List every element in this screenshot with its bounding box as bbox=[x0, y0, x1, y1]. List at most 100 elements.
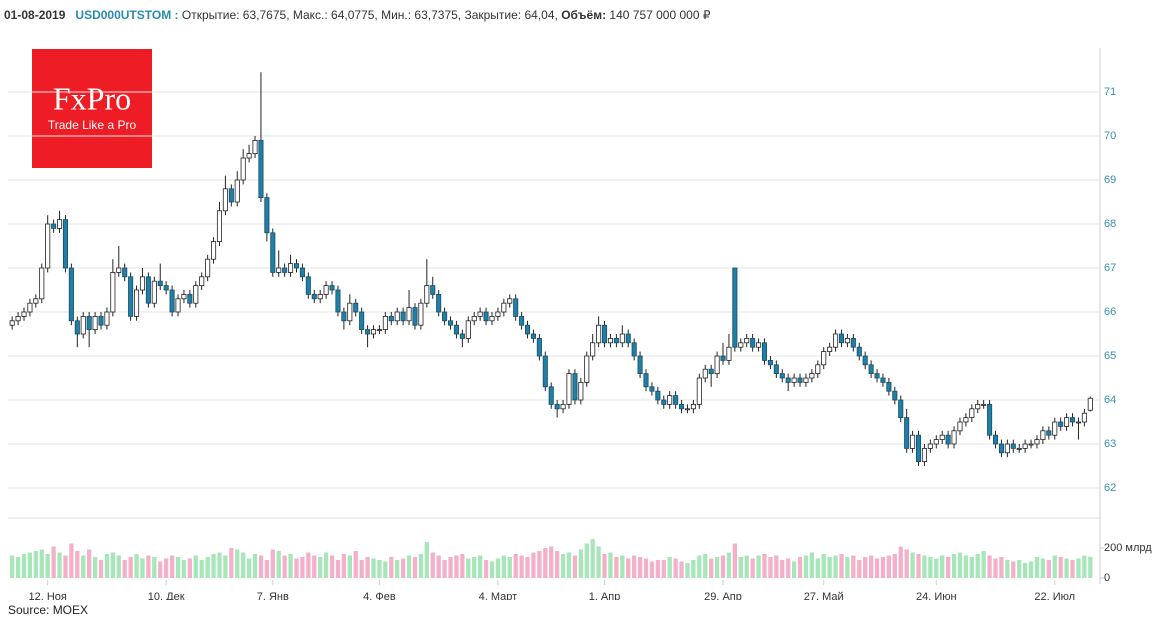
volume-bar bbox=[1070, 560, 1075, 578]
volume-bar bbox=[845, 557, 850, 578]
volume-bar bbox=[353, 551, 358, 578]
candle-body bbox=[1046, 430, 1052, 436]
volume-bar bbox=[957, 552, 963, 578]
candle-body bbox=[365, 329, 371, 335]
volume-value: 140 757 000 000 ₽ bbox=[609, 8, 711, 22]
candle-body bbox=[258, 139, 264, 198]
volume-bar bbox=[857, 560, 862, 578]
candle-body bbox=[767, 359, 773, 366]
volume-bar bbox=[246, 558, 252, 578]
candle-body bbox=[915, 434, 922, 463]
volume-bar bbox=[347, 555, 352, 578]
volume-bar bbox=[258, 555, 264, 578]
candle-body bbox=[519, 315, 525, 326]
volume-bar bbox=[199, 560, 204, 578]
volume-bar bbox=[495, 558, 501, 578]
volume-bar bbox=[969, 557, 974, 578]
volume-bar bbox=[993, 558, 998, 578]
volume-bar bbox=[892, 554, 897, 578]
volume-bar bbox=[1017, 560, 1022, 578]
volume-bar bbox=[774, 555, 779, 578]
volume-bar bbox=[602, 554, 607, 578]
candle-body bbox=[436, 293, 442, 313]
volume-bar bbox=[294, 558, 299, 578]
candle-body bbox=[276, 267, 282, 273]
volume-bar bbox=[33, 551, 38, 578]
volume-label: Объём: bbox=[561, 8, 607, 22]
volume-bar bbox=[726, 552, 732, 578]
candle-body bbox=[1028, 443, 1034, 446]
candle-body bbox=[898, 399, 904, 419]
volume-bar bbox=[164, 558, 169, 578]
volume-bar bbox=[833, 555, 838, 578]
candle-body bbox=[868, 364, 874, 374]
candle-body bbox=[513, 298, 519, 317]
candle-body bbox=[791, 377, 797, 383]
candle-body bbox=[720, 355, 726, 361]
candle-body bbox=[921, 447, 927, 462]
candle-body bbox=[667, 395, 673, 405]
candle-body bbox=[128, 276, 134, 317]
x-tick-label: 12. Ноя bbox=[29, 591, 67, 600]
volume-bar bbox=[329, 555, 335, 578]
volume-bar bbox=[270, 549, 275, 578]
y-tick-label: 71 bbox=[1104, 86, 1116, 98]
candle-body bbox=[376, 329, 382, 332]
volume-bar bbox=[442, 560, 447, 578]
volume-bar bbox=[637, 557, 643, 578]
candle-body bbox=[981, 403, 987, 406]
candle-body bbox=[187, 293, 193, 304]
candle-body bbox=[211, 241, 217, 260]
volume-bar bbox=[383, 561, 388, 578]
volume-bar bbox=[122, 560, 127, 578]
volume-bar bbox=[543, 548, 548, 578]
candle-body bbox=[969, 408, 975, 418]
chart: FxPro Trade Like a Pro 62 63 64 65 66 67 68 69 7… bbox=[8, 48, 1152, 600]
volume-bar bbox=[815, 558, 820, 578]
volume-bar bbox=[217, 552, 222, 578]
candle-body bbox=[1087, 397, 1093, 411]
volume-bar bbox=[904, 549, 909, 578]
candle-body bbox=[151, 280, 157, 304]
volume-bar bbox=[39, 549, 44, 578]
candle-body bbox=[1034, 439, 1040, 445]
volume-bar bbox=[81, 555, 86, 578]
candle-body bbox=[661, 399, 667, 405]
candle-body bbox=[607, 337, 613, 344]
volume-bar bbox=[999, 557, 1004, 578]
candle-body bbox=[803, 377, 809, 383]
candle-body bbox=[264, 197, 270, 234]
candle-body bbox=[744, 337, 750, 344]
candle-body bbox=[9, 320, 15, 326]
candle-body bbox=[548, 386, 554, 405]
volume-bar bbox=[874, 558, 880, 578]
volume-bar bbox=[975, 554, 980, 578]
volume-bar bbox=[15, 557, 21, 578]
candle-body bbox=[370, 329, 377, 335]
x-tick-label: 7. Янв bbox=[257, 591, 289, 600]
candle-body bbox=[288, 263, 294, 273]
candle-body bbox=[134, 289, 140, 317]
candle-body bbox=[27, 302, 33, 313]
candle-body bbox=[708, 368, 714, 375]
volume-bar bbox=[63, 555, 68, 578]
volume-bar bbox=[211, 554, 216, 578]
candle-body bbox=[181, 293, 187, 300]
candle-body bbox=[311, 293, 317, 300]
candle-body bbox=[957, 421, 963, 432]
candle-body bbox=[400, 311, 406, 322]
y-tick-label: 66 bbox=[1104, 306, 1116, 318]
volume-bar bbox=[128, 557, 133, 578]
volume-bar bbox=[193, 555, 198, 578]
candle-body bbox=[756, 342, 762, 348]
candle-body bbox=[1052, 421, 1058, 436]
candle-body bbox=[797, 377, 803, 383]
candle-body bbox=[850, 337, 856, 348]
candle-body bbox=[293, 263, 300, 269]
candle-body bbox=[57, 219, 63, 229]
volume-bar bbox=[809, 552, 815, 578]
volume-bar bbox=[667, 557, 672, 578]
x-tick-label: 22. Июл bbox=[1034, 591, 1075, 600]
volume-bar bbox=[1046, 560, 1051, 578]
volume-bar bbox=[341, 554, 347, 578]
